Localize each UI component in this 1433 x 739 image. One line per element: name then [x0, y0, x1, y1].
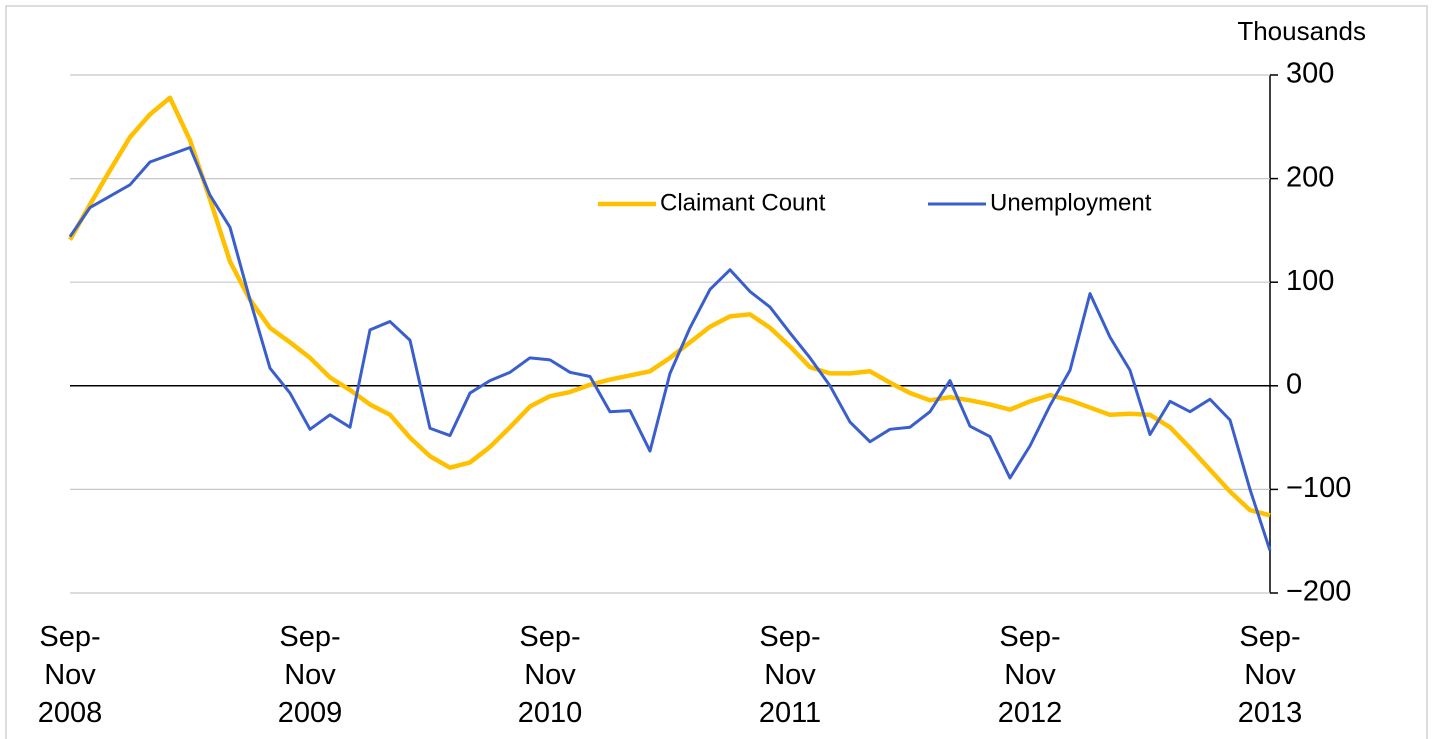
legend-label: Claimant Count [660, 189, 826, 216]
x-tick-label: Sep- Nov 2009 [277, 621, 343, 729]
y-tick-label: 0 [1286, 368, 1302, 400]
x-tick-label: Sep- Nov 2008 [37, 621, 103, 729]
y-tick-label: −100 [1286, 472, 1351, 504]
x-tick-label: Sep- Nov 2012 [997, 621, 1063, 729]
y-tick-label: 100 [1286, 265, 1334, 297]
y-tick-label: 200 [1286, 161, 1334, 193]
series-line [68, 95, 1271, 518]
y-tick-label: −200 [1286, 576, 1351, 608]
series-line [68, 146, 1272, 551]
axis-label: Thousands [1237, 16, 1366, 46]
x-tick-label: Sep- Nov 2013 [1237, 621, 1303, 729]
y-tick-label: 300 [1286, 58, 1334, 90]
x-tick-label: Sep- Nov 2010 [517, 621, 583, 729]
frame [5, 5, 1428, 739]
legend-label: Unemployment [990, 189, 1152, 216]
x-tick-label: Sep- Nov 2011 [758, 621, 822, 729]
